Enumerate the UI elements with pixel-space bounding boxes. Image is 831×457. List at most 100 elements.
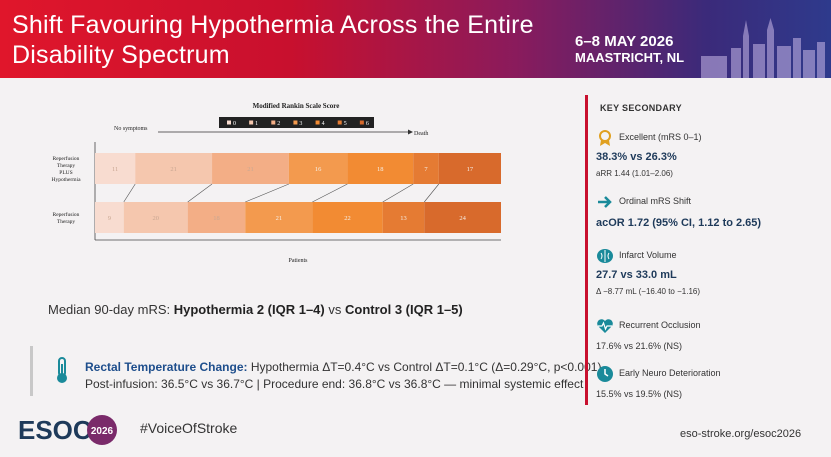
category-label-1-line-0: Reperfusion — [53, 211, 80, 218]
temperature-line-2: Post-infusion: 36.5°C vs 36.7°C | Proced… — [85, 377, 584, 391]
bar-segment-1-mrs-2 — [187, 202, 246, 233]
temperature-change-values: Hypothermia ΔT=0.4°C vs Control ΔT=0.1°C… — [250, 360, 602, 374]
secondary-label-occlusion: Recurrent Occlusion — [619, 320, 701, 330]
connector-line-3 — [245, 183, 289, 203]
bar-segment-0-mrs-4 — [347, 153, 414, 184]
legend-swatch-6 — [359, 120, 364, 125]
temperature-box: Rectal Temperature Change: Hypothermia Δ… — [30, 346, 601, 396]
bar-value-1-mrs-2: 18 — [213, 215, 220, 222]
bar-value-1-mrs-4: 22 — [344, 215, 351, 222]
median-mrs-control: Control 3 (IQR 1–5) — [345, 302, 463, 317]
key-secondary-heading: KEY SECONDARY — [600, 103, 682, 113]
connector-line-6 — [424, 183, 440, 203]
connector-line-2 — [187, 183, 213, 203]
secondary-value-deterioration: 15.5% vs 19.5% (NS) — [596, 389, 683, 399]
category-label-0-line-2: PLUS — [59, 170, 72, 176]
bar-value-0-mrs-4: 18 — [377, 166, 384, 173]
event-location: MAASTRICHT, NL — [575, 50, 685, 65]
legend-label-5: 5 — [344, 121, 347, 127]
bar-value-0-mrs-1: 21 — [170, 166, 177, 173]
bar-segment-1-mrs-3 — [245, 202, 313, 233]
bar-segment-0-mrs-0 — [95, 153, 136, 184]
category-label-0-line-0: Reperfusion — [53, 155, 80, 162]
esoc-logo: ESOC 2026 — [18, 415, 117, 445]
secondary-value-excellent: 38.3% vs 26.3% — [596, 151, 677, 163]
legend-label-3: 3 — [299, 121, 302, 127]
esoc-logo-text: ESOC — [18, 415, 92, 445]
bar-value-0-mrs-5: 7 — [424, 166, 428, 173]
legend-label-6: 6 — [366, 121, 369, 127]
bar-segment-0-mrs-5 — [413, 153, 439, 184]
bar-segment-1-mrs-5 — [382, 202, 425, 233]
temperature-line-1: Rectal Temperature Change: Hypothermia Δ… — [85, 360, 601, 374]
connector-line-4 — [312, 183, 348, 203]
legend-swatch-2 — [271, 120, 276, 125]
thermometer-icon — [57, 357, 67, 383]
secondary-value-ordinal: acOR 1.72 (95% CI, 1.12 to 2.65) — [596, 217, 762, 229]
bar-segment-1-mrs-0 — [95, 202, 124, 233]
median-mrs-hypothermia: Hypothermia 2 (IQR 1–4) — [173, 302, 325, 317]
medal-icon — [599, 130, 611, 146]
chart-title: Modified Rankin Scale Score — [253, 102, 340, 110]
legend-swatch-3 — [293, 120, 298, 125]
category-label-0-line-3: Hypothermia — [51, 177, 81, 183]
bar-value-1-mrs-3: 21 — [276, 215, 283, 222]
bar-segment-0-mrs-6 — [438, 153, 501, 184]
secondary-item-infarct: Infarct Volume 27.7 vs 33.0 mL Δ −8.77 m… — [596, 247, 806, 302]
slide-title: Shift Favouring Hypothermia Across the E… — [12, 11, 534, 69]
bar-value-1-mrs-6: 24 — [459, 215, 466, 222]
brain-icon — [597, 249, 613, 263]
bar-value-0-mrs-0: 11 — [112, 166, 118, 173]
secondary-label-infarct: Infarct Volume — [619, 250, 677, 260]
bar-segment-1-mrs-6 — [424, 202, 501, 233]
arrow-right-icon — [598, 196, 612, 208]
bar-segment-0-mrs-3 — [288, 153, 348, 184]
hashtag: #VoiceOfStroke — [140, 420, 238, 436]
bar-value-1-mrs-0: 9 — [108, 215, 111, 222]
clock-icon — [597, 366, 613, 382]
x-axis-label: Patients — [289, 258, 309, 264]
bar-segment-0-mrs-1 — [135, 153, 213, 184]
connector-line-5 — [382, 183, 414, 203]
secondary-sub-infarct: Δ −8.77 mL (−16.40 to −1.16) — [596, 287, 701, 296]
bar-segment-0-mrs-2 — [212, 153, 289, 184]
bar-value-0-mrs-6: 17 — [467, 166, 474, 173]
legend-label-1: 1 — [255, 121, 258, 127]
heartbeat-icon — [597, 319, 613, 333]
legend-swatch-0 — [227, 120, 231, 125]
legend-swatch-4 — [315, 120, 320, 125]
bar-value-0-mrs-3: 16 — [315, 166, 322, 173]
secondary-item-deterioration: Early Neuro Deterioration 15.5% vs 19.5%… — [596, 365, 806, 401]
median-mrs-prefix: Median 90-day mRS: — [48, 302, 171, 317]
category-label-1-line-1: Therapy — [57, 219, 76, 225]
anchor-arrowhead — [408, 129, 413, 135]
secondary-label-ordinal: Ordinal mRS Shift — [619, 196, 692, 206]
right-anchor-label: Death — [414, 131, 428, 137]
median-mrs-vs: vs — [328, 302, 342, 317]
bar-value-1-mrs-5: 13 — [400, 215, 407, 222]
footer-url[interactable]: eso-stroke.org/esoc2026 — [680, 428, 802, 440]
legend-swatch-5 — [337, 120, 342, 125]
key-secondary-panel: KEY SECONDARY Excellent (mRS 0–1) 38.3% … — [585, 95, 813, 405]
median-mrs-line: Median 90-day mRS: Hypothermia 2 (IQR 1–… — [48, 302, 463, 317]
bar-value-1-mrs-1: 20 — [152, 215, 159, 222]
bar-segment-1-mrs-4 — [312, 202, 383, 233]
bar-value-0-mrs-2: 21 — [247, 166, 254, 173]
secondary-sub-excellent: aRR 1.44 (1.01–2.06) — [596, 169, 673, 178]
connector-line-1 — [123, 183, 136, 203]
left-anchor-label: No symptoms — [114, 126, 148, 132]
secondary-item-occlusion: Recurrent Occlusion 17.6% vs 21.6% (NS) — [596, 317, 806, 353]
city-skyline-graphic — [701, 18, 825, 78]
secondary-label-deterioration: Early Neuro Deterioration — [619, 368, 721, 378]
legend-label-4: 4 — [322, 121, 325, 127]
secondary-item-excellent: Excellent (mRS 0–1) 38.3% vs 26.3% aRR 1… — [596, 129, 806, 179]
secondary-value-infarct: 27.7 vs 33.0 mL — [596, 269, 677, 281]
event-dates: 6–8 MAY 2026 — [575, 33, 674, 50]
esoc-logo-year: 2026 — [91, 426, 114, 437]
secondary-value-occlusion: 17.6% vs 21.6% (NS) — [596, 341, 683, 351]
bar-segment-1-mrs-1 — [123, 202, 188, 233]
legend-label-2: 2 — [277, 121, 280, 127]
temperature-label: Rectal Temperature Change: — [85, 360, 248, 374]
legend-swatch-1 — [249, 120, 254, 125]
legend-label-0: 0 — [233, 121, 236, 127]
